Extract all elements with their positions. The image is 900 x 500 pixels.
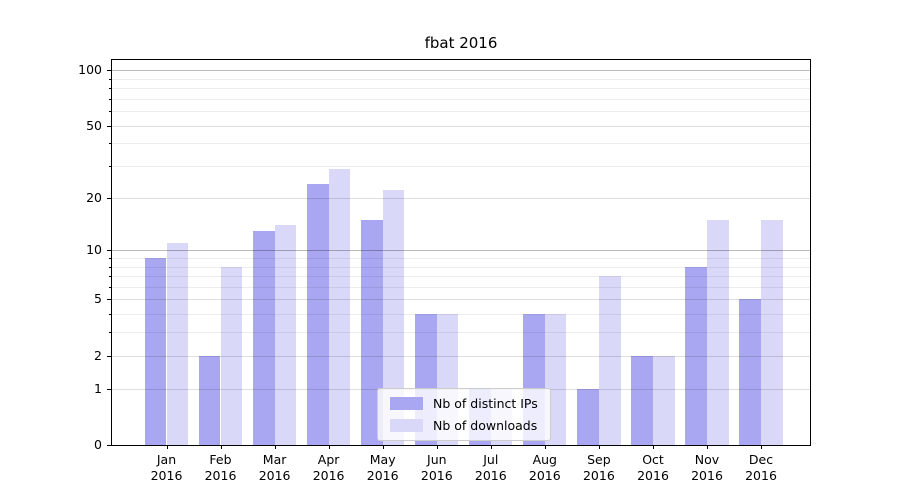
- y-minor-tick-8: [109, 266, 111, 268]
- y-minor-tick-30: [109, 166, 111, 167]
- y-minor-tick-70: [109, 98, 111, 100]
- y-minor-tick-6: [109, 286, 111, 288]
- bar-downloads-apr: [328, 168, 351, 445]
- legend: Nb of distinct IPs Nb of downloads: [377, 388, 551, 441]
- x-tick-label-sep: Sep 2016: [582, 452, 615, 483]
- y-minor-tick-90: [109, 78, 111, 80]
- x-tick-apr: [328, 445, 330, 449]
- plot-area: Nb of distinct IPs Nb of downloads 0 1 2 5 1…: [78, 59, 811, 483]
- legend-item-distinct-ips: Nb of distinct IPs: [390, 395, 538, 412]
- bar-downloads-jan: [166, 243, 189, 445]
- y-minor-tick-40: [109, 143, 111, 145]
- gridline-100: [112, 70, 810, 71]
- x-tick-nov: [707, 445, 708, 449]
- x-tick-feb: [220, 445, 222, 449]
- x-tick-label-nov: Nov 2016: [691, 452, 723, 483]
- minor-gridline-9: [112, 257, 810, 259]
- y-tick-100: [107, 70, 111, 71]
- x-tick-label-jun: Jun 2016: [420, 452, 453, 483]
- x-tick-jan: [166, 445, 168, 449]
- x-tick-mar: [274, 445, 276, 449]
- bar-downloads-dec: [761, 219, 783, 445]
- y-tick-label-2: 2: [94, 347, 102, 363]
- y-tick-0: [107, 445, 111, 446]
- y-tick-20: [107, 197, 111, 199]
- x-tick-label-feb: Feb 2016: [204, 452, 237, 483]
- legend-label-downloads: Nb of downloads: [433, 418, 538, 433]
- y-tick-label-50: 50: [86, 117, 102, 133]
- y-tick-50: [107, 125, 111, 127]
- y-minor-tick-4: [109, 314, 111, 316]
- x-tick-label-jan: Jan 2016: [150, 452, 183, 483]
- x-tick-label-jul: Jul 2016: [474, 452, 507, 483]
- y-minor-tick-3: [109, 332, 111, 334]
- y-tick-2: [107, 355, 111, 357]
- bar-downloads-sep: [598, 276, 621, 445]
- x-tick-label-may: May 2016: [366, 452, 399, 483]
- minor-gridline-80: [112, 87, 810, 89]
- x-tick-sep: [598, 445, 600, 449]
- legend-item-downloads: Nb of downloads: [390, 417, 538, 434]
- legend-swatch-ips: [390, 397, 423, 410]
- y-tick-label-1: 1: [94, 380, 102, 396]
- bar-downloads-mar: [274, 225, 297, 445]
- minor-gridline-30: [112, 166, 810, 167]
- bar-ips-feb: [198, 355, 221, 445]
- y-tick-label-5: 5: [94, 291, 102, 307]
- gridline-50: [112, 125, 810, 127]
- gridline-10: [112, 250, 810, 252]
- y-tick-5: [107, 299, 111, 301]
- y-tick-1: [107, 388, 111, 390]
- x-tick-aug: [544, 445, 546, 449]
- minor-gridline-60: [112, 111, 810, 112]
- bar-ips-dec: [739, 299, 761, 445]
- bar-downloads-nov: [707, 219, 729, 445]
- y-tick-label-0: 0: [94, 437, 102, 452]
- legend-swatch-downloads: [390, 419, 423, 432]
- bar-ips-apr: [306, 183, 329, 445]
- y-minor-tick-60: [109, 111, 111, 112]
- x-tick-label-dec: Dec 2016: [745, 452, 777, 483]
- y-tick-label-20: 20: [86, 189, 102, 205]
- minor-gridline-90: [112, 78, 810, 80]
- y-tick-label-100: 100: [78, 62, 102, 77]
- y-minor-tick-7: [109, 276, 111, 277]
- bar-ips-nov: [685, 266, 707, 445]
- legend-label-ips: Nb of distinct IPs: [433, 396, 538, 411]
- x-tick-jun: [436, 445, 438, 449]
- minor-gridline-70: [112, 98, 810, 100]
- x-tick-label-oct: Oct 2016: [637, 452, 669, 483]
- y-tick-10: [107, 250, 111, 252]
- minor-gridline-40: [112, 143, 810, 145]
- x-tick-oct: [653, 445, 654, 449]
- bar-downloads-may: [382, 190, 405, 445]
- chart-title: fbat 2016: [424, 34, 498, 52]
- y-minor-tick-80: [109, 87, 111, 89]
- y-tick-label-10: 10: [86, 242, 102, 258]
- bar-downloads-oct: [653, 355, 675, 445]
- y-minor-tick-9: [109, 257, 111, 259]
- bar-ips-mar: [252, 230, 275, 445]
- x-tick-label-mar: Mar 2016: [258, 452, 291, 483]
- x-tick-label-apr: Apr 2016: [312, 452, 345, 483]
- x-tick-label-aug: Aug 2016: [528, 452, 561, 483]
- x-tick-may: [382, 445, 384, 449]
- x-tick-dec: [761, 445, 762, 449]
- bar-ips-sep: [577, 388, 599, 445]
- bar-ips-jan: [144, 257, 167, 445]
- gridline-20: [112, 197, 810, 199]
- bar-ips-oct: [631, 355, 653, 445]
- x-tick-jul: [490, 445, 492, 449]
- bar-downloads-feb: [220, 266, 243, 445]
